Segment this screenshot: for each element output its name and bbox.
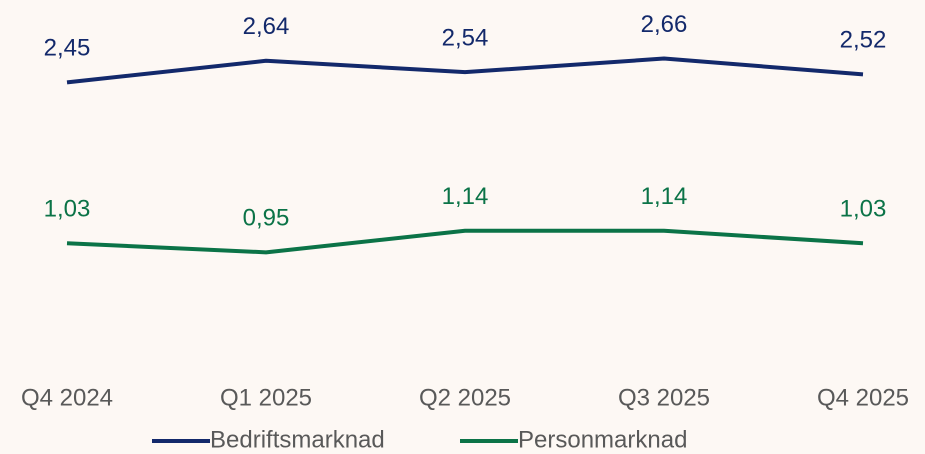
line — [66, 56, 864, 85]
data-label: 2,54 — [442, 24, 489, 51]
data-label: 2,66 — [641, 11, 688, 38]
legend-label: Bedriftsmarknad — [210, 426, 385, 453]
x-tick-label: Q4 2025 — [817, 384, 909, 411]
x-tick-label: Q4 2024 — [21, 384, 113, 411]
data-label: 2,45 — [44, 35, 91, 62]
x-tick-label: Q1 2025 — [220, 384, 312, 411]
line — [66, 228, 864, 255]
data-label: 1,14 — [442, 183, 489, 210]
x-tick-label: Q3 2025 — [618, 384, 710, 411]
data-label: 2,52 — [840, 27, 887, 54]
data-label: 1,03 — [840, 196, 887, 223]
x-tick-label: Q2 2025 — [419, 384, 511, 411]
data-label: 1,14 — [641, 183, 688, 210]
data-label: 1,03 — [44, 196, 91, 223]
data-label: 2,64 — [243, 13, 290, 40]
legend-label: Personmarknad — [518, 426, 687, 453]
data-label: 0,95 — [243, 205, 290, 232]
